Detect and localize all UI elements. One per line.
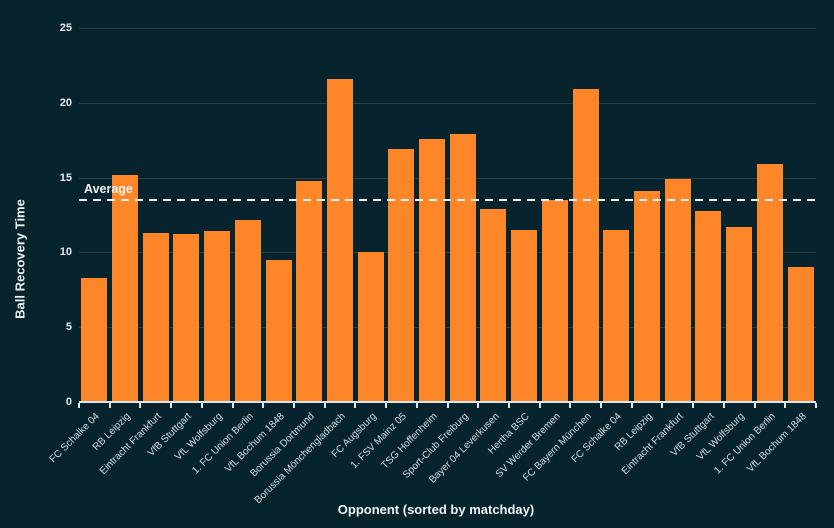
y-tick-label: 15	[59, 171, 72, 184]
x-axis-line	[79, 401, 816, 403]
gridline	[79, 28, 816, 29]
x-tick	[784, 403, 787, 408]
x-tick	[446, 403, 449, 408]
x-tick	[292, 403, 295, 408]
bar	[419, 138, 446, 402]
bar	[326, 78, 353, 402]
bar	[511, 229, 538, 402]
bar-slot	[601, 28, 632, 402]
x-tick	[507, 403, 510, 408]
bar-slot	[417, 28, 448, 402]
x-tick	[200, 403, 203, 408]
bar	[173, 234, 200, 402]
bar-slot	[662, 28, 693, 402]
bar-slot	[79, 28, 110, 402]
x-tick	[815, 403, 817, 408]
bar-slot	[110, 28, 141, 402]
bar	[603, 229, 630, 402]
bar	[787, 267, 814, 402]
x-tick	[661, 403, 664, 408]
bar	[449, 134, 476, 402]
bar	[112, 174, 139, 402]
x-tick	[78, 403, 80, 408]
bar-slot	[509, 28, 540, 402]
gridline	[79, 102, 816, 104]
gridline	[79, 252, 816, 254]
bars-container	[79, 28, 816, 402]
bar-slot	[325, 28, 356, 402]
bar	[234, 219, 261, 402]
x-tick	[323, 403, 326, 408]
bar	[357, 252, 384, 402]
y-tick-label: 10	[59, 246, 72, 259]
x-tick	[385, 403, 388, 408]
bar-slot	[785, 28, 816, 402]
bar-slot	[540, 28, 571, 402]
y-tick-label: 25	[59, 22, 72, 34]
bar-slot	[693, 28, 724, 402]
bar	[142, 232, 169, 402]
bar-slot	[355, 28, 386, 402]
x-axis-title: Opponent (sorted by matchday)	[337, 502, 535, 517]
bar-slot	[478, 28, 509, 402]
x-tick	[538, 403, 541, 408]
plot-area: Average	[78, 28, 817, 408]
bar	[541, 200, 568, 402]
x-tick	[569, 403, 572, 408]
bar-slot	[386, 28, 417, 402]
bar	[664, 179, 691, 402]
x-tick	[354, 403, 357, 408]
x-tick	[477, 403, 480, 408]
y-tick-label: 20	[59, 96, 72, 109]
gridline	[79, 177, 816, 179]
bar-slot	[447, 28, 478, 402]
bar-slot	[294, 28, 325, 402]
y-tick-label: 0	[65, 396, 72, 408]
x-tick	[722, 403, 725, 408]
x-tick	[262, 403, 265, 408]
bar	[296, 180, 323, 402]
bar	[81, 277, 108, 402]
average-line-label: Average	[84, 181, 133, 196]
bar	[695, 210, 722, 402]
x-tick	[753, 403, 756, 408]
x-tick	[415, 403, 418, 408]
bar-slot	[263, 28, 294, 402]
bar-slot	[724, 28, 755, 402]
bar	[756, 164, 783, 402]
x-tick	[600, 403, 603, 408]
bar	[480, 209, 507, 402]
bar	[726, 226, 753, 402]
x-tick	[139, 403, 142, 408]
bar-slot	[140, 28, 171, 402]
bar	[265, 259, 292, 402]
gridline	[79, 327, 816, 329]
x-tick	[692, 403, 695, 408]
y-tick-label: 5	[65, 321, 72, 334]
bar-slot	[202, 28, 233, 402]
bar	[204, 231, 231, 402]
bar	[572, 89, 599, 402]
bar-slot	[171, 28, 202, 402]
average-line	[79, 198, 816, 201]
bar-slot	[233, 28, 264, 402]
x-tick	[231, 403, 234, 408]
bar-slot	[754, 28, 785, 402]
x-tick	[630, 403, 633, 408]
bar-slot	[570, 28, 601, 402]
bar-slot	[632, 28, 663, 402]
x-tick	[170, 403, 173, 408]
bar	[388, 149, 415, 402]
x-tick	[108, 403, 111, 408]
bar	[634, 191, 660, 402]
